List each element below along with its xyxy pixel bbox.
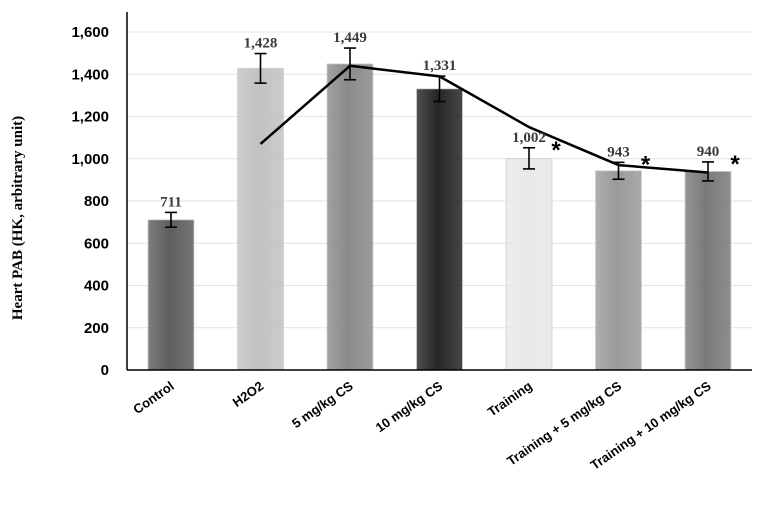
x-tick-label: Control [130, 378, 176, 417]
significance-star: * [730, 151, 740, 178]
data-label: 940 [697, 144, 720, 160]
error-bars-group [165, 47, 714, 228]
bar [684, 171, 732, 371]
x-tick-label: 5 mg/kg CS [289, 378, 356, 431]
y-tick-label: 1,400 [71, 66, 109, 83]
data-label: 1,002 [512, 130, 546, 146]
bar [147, 219, 195, 371]
bar [237, 67, 284, 371]
data-label: 711 [160, 194, 182, 210]
y-tick-label: 400 [84, 278, 109, 295]
y-tick-label: 1,200 [71, 109, 109, 126]
y-tick-label: 200 [84, 320, 109, 337]
trend-line [259, 64, 709, 174]
x-tick-label: Training [485, 378, 535, 419]
y-tick-label: 0 [101, 362, 109, 379]
trend-line-group [259, 64, 709, 174]
x-tick-label: 10 mg/kg CS [373, 378, 446, 435]
data-label: 1,331 [423, 58, 457, 74]
axes-group [126, 12, 752, 371]
y-tick-label: 600 [84, 235, 109, 252]
y-tick-label: 1,600 [71, 24, 109, 41]
bars-group [147, 63, 732, 371]
bar [416, 88, 463, 371]
y-axis-label: Heart PAB (HK, arbitrary unit) [10, 116, 26, 320]
significance-star: * [641, 151, 651, 178]
bar [595, 170, 642, 371]
y-tick-label: 1,000 [71, 151, 109, 168]
y-tick-label: 800 [84, 193, 109, 210]
data-label: 943 [607, 144, 630, 160]
significance-star: * [551, 137, 561, 164]
data-label: 1,428 [244, 36, 278, 52]
data-label: 1,449 [333, 30, 367, 46]
x-tick-label: H2O2 [230, 378, 266, 410]
bar [505, 157, 553, 371]
bar [326, 63, 374, 371]
